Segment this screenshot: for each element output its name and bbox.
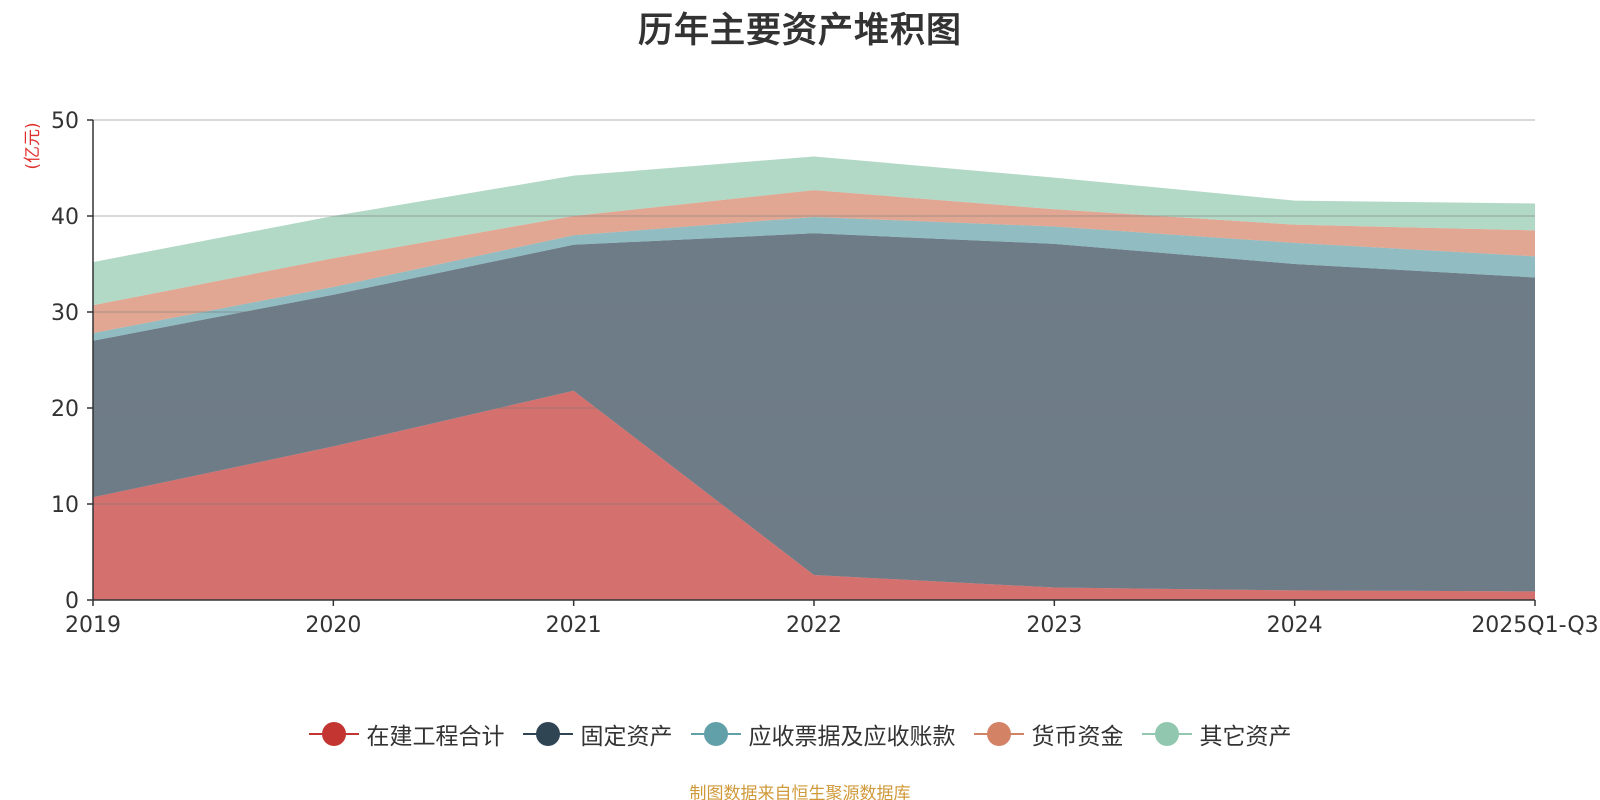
legend-label: 应收票据及应收账款 — [748, 724, 956, 750]
x-tick-label: 2020 — [305, 613, 361, 638]
chart-legend: 在建工程合计 固定资产 应收票据及应收账款 货币资金 其它资产 — [0, 717, 1600, 751]
y-tick-label: 50 — [51, 109, 79, 134]
legend-label: 其它资产 — [1199, 724, 1292, 750]
legend-item-1[interactable]: 固定资产 — [522, 717, 673, 751]
y-tick-label: 20 — [51, 397, 79, 422]
x-tick-label: 2023 — [1026, 613, 1082, 638]
legend-marker-icon — [690, 721, 741, 747]
y-tick-label: 10 — [51, 493, 79, 518]
legend-marker-icon — [1141, 721, 1192, 747]
legend-marker-icon — [522, 721, 573, 747]
legend-item-3[interactable]: 货币资金 — [973, 717, 1124, 751]
x-tick-label: 2021 — [546, 613, 602, 638]
x-tick-label: 2025Q1-Q3 — [1471, 613, 1598, 638]
x-tick-label: 2024 — [1267, 613, 1323, 638]
y-tick-label: 0 — [65, 589, 79, 614]
legend-label: 固定资产 — [580, 724, 673, 750]
x-tick-label: 2019 — [65, 613, 121, 638]
legend-marker-icon — [973, 721, 1024, 747]
legend-marker-icon — [308, 721, 359, 747]
legend-item-2[interactable]: 应收票据及应收账款 — [690, 717, 956, 751]
area-series-0 — [93, 390, 1535, 600]
area-series-4 — [93, 156, 1535, 306]
area-series-2 — [93, 216, 1535, 341]
area-series-1 — [93, 233, 1535, 592]
y-axis-label: (亿元) — [23, 122, 43, 169]
chart-title: 历年主要资产堆积图 — [637, 11, 962, 51]
legend-item-0[interactable]: 在建工程合计 — [308, 717, 505, 751]
legend-label: 货币资金 — [1031, 724, 1124, 750]
legend-item-4[interactable]: 其它资产 — [1141, 717, 1292, 751]
area-series-3 — [93, 190, 1535, 334]
y-tick-label: 40 — [51, 205, 79, 230]
source-note: 制图数据来自恒生聚源数据库 — [689, 784, 911, 800]
x-tick-label: 2022 — [786, 613, 842, 638]
legend-label: 在建工程合计 — [366, 724, 505, 750]
y-tick-label: 30 — [51, 301, 79, 326]
stacked-area-chart: 0 10 20 30 40 50 2019 2020 2021 2022 2023 2024 2025Q… — [23, 109, 1599, 638]
